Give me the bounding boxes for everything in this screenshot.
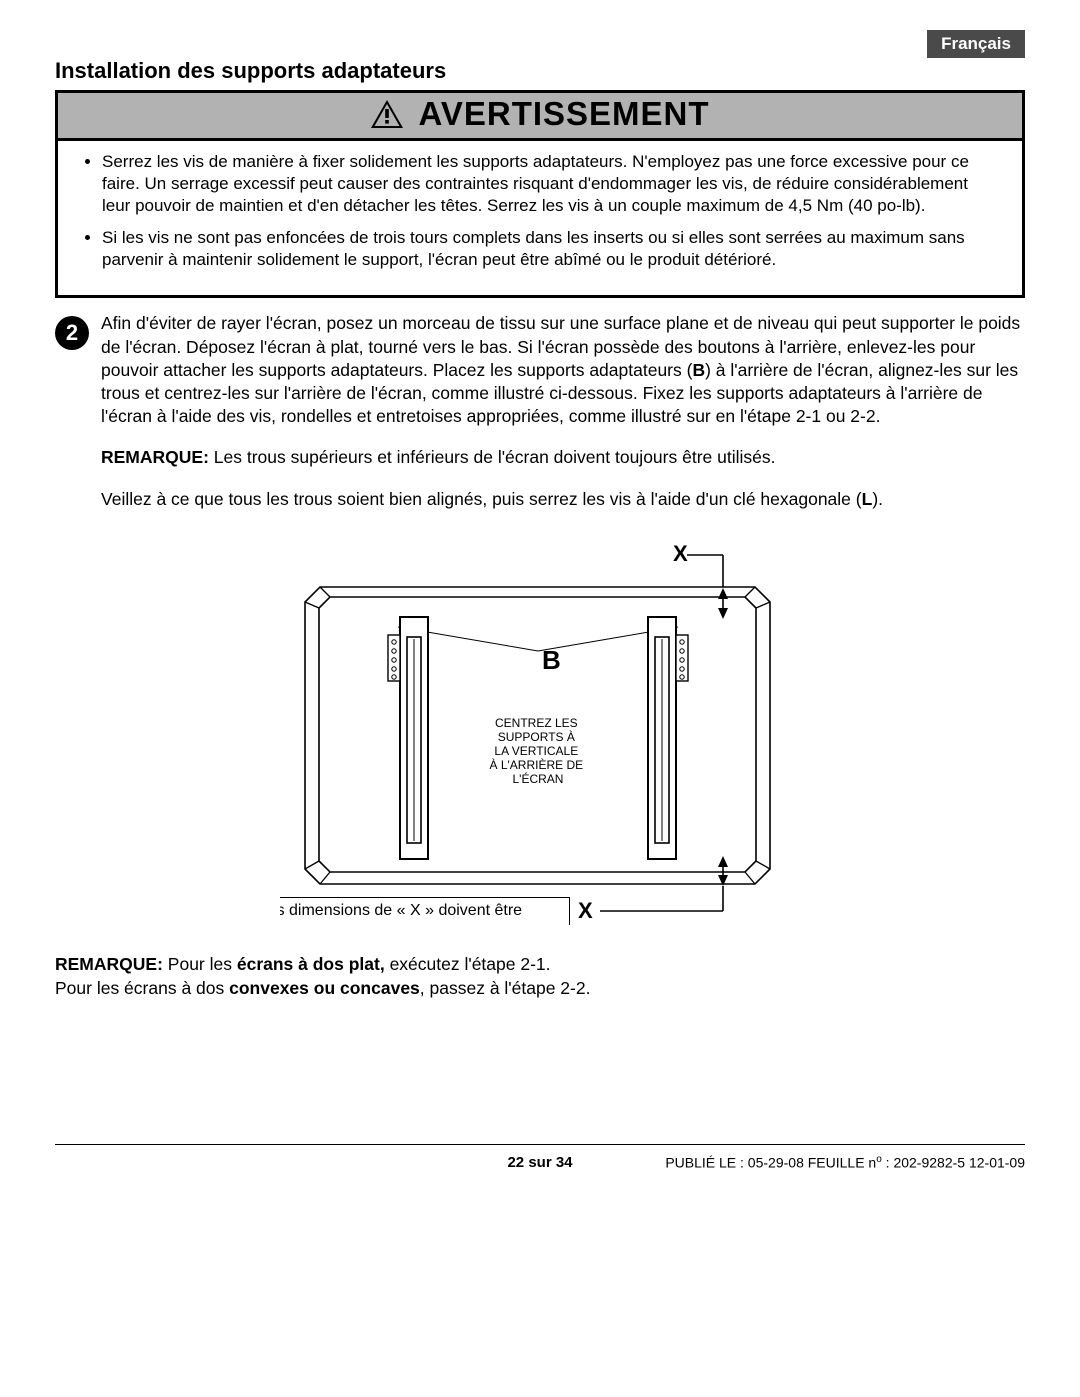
- warning-body: Serrez les vis de manière à fixer solide…: [58, 141, 1022, 295]
- remarque-label: REMARQUE:: [101, 447, 209, 467]
- para-text: ).: [872, 489, 883, 509]
- text: , passez à l'étape 2-2.: [420, 978, 591, 998]
- footer: 22 sur 34 PUBLIÉ LE : 05-29-08 FEUILLE n…: [55, 1154, 1025, 1171]
- step-number-badge: 2: [55, 316, 89, 350]
- bold: écrans à dos plat,: [237, 954, 385, 974]
- figure: X: [55, 539, 1025, 929]
- warning-title: AVERTISSEMENT: [418, 95, 709, 133]
- footer-pub: PUBLIÉ LE : 05-29-08 FEUILLE n: [665, 1155, 876, 1171]
- step-row: 2 Afin d'éviter de rayer l'écran, posez …: [55, 312, 1025, 427]
- step-text: Afin d'éviter de rayer l'écran, posez un…: [101, 312, 1025, 427]
- warning-box: AVERTISSEMENT Serrez les vis de manière …: [55, 90, 1025, 298]
- language-badge: Français: [927, 30, 1025, 58]
- text: Pour les: [163, 954, 237, 974]
- figure-note-text: les dimensions de « X » doivent être éga…: [280, 902, 522, 925]
- footer-meta: PUBLIÉ LE : 05-29-08 FEUILLE no : 202-92…: [665, 1154, 1025, 1171]
- section-title: Installation des supports adaptateurs: [55, 58, 1025, 84]
- para-text: Veillez à ce que tous les trous soient b…: [101, 489, 862, 509]
- fig-label-b: B: [542, 645, 561, 675]
- footer-rule: [55, 1144, 1025, 1145]
- bottom-remarque: REMARQUE: Pour les écrans à dos plat, ex…: [55, 953, 1025, 1000]
- text: Pour les écrans à dos: [55, 978, 229, 998]
- remarque-1: REMARQUE: Les trous supérieurs et inféri…: [101, 446, 1025, 470]
- fig-label-x-top: X: [673, 541, 688, 566]
- paragraph-align: Veillez à ce que tous les trous soient b…: [101, 488, 1025, 512]
- remarque-text: Les trous supérieurs et inférieurs de l'…: [209, 447, 776, 467]
- figure-note-box: REMARQUE: les dimensions de « X » doiven…: [280, 897, 570, 925]
- warning-icon: [370, 99, 404, 129]
- label-B: B: [692, 360, 705, 380]
- warning-bullet: Si les vis ne sont pas enfoncées de troi…: [102, 227, 996, 271]
- bold: convexes ou concaves: [229, 978, 420, 998]
- warning-header: AVERTISSEMENT: [58, 93, 1022, 141]
- fig-label-x-bottom: X: [578, 898, 593, 923]
- warning-bullet: Serrez les vis de manière à fixer solide…: [102, 151, 996, 217]
- text: exécutez l'étape 2-1.: [385, 954, 551, 974]
- page-number: 22 sur 34: [507, 1154, 572, 1171]
- label-L: L: [862, 489, 873, 509]
- footer-rest: : 202-9282-5 12-01-09: [882, 1155, 1025, 1171]
- remarque-label: REMARQUE:: [55, 954, 163, 974]
